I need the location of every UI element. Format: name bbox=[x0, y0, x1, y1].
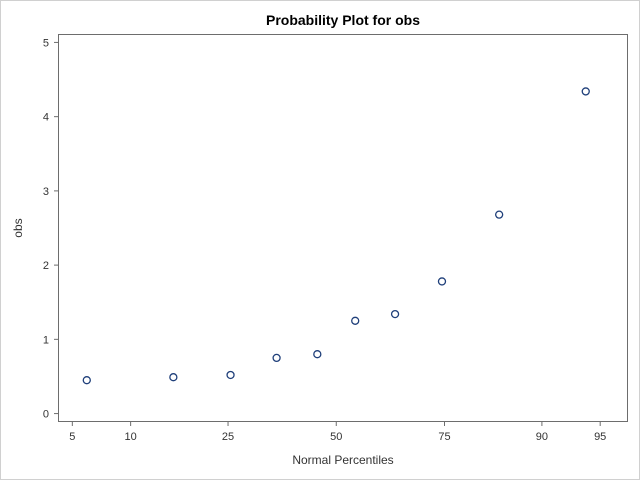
x-tick-label: 50 bbox=[330, 431, 342, 443]
x-tick-label: 10 bbox=[125, 431, 137, 443]
y-tick-label: 0 bbox=[43, 409, 49, 421]
data-point bbox=[495, 210, 504, 219]
x-tick-label: 5 bbox=[69, 431, 75, 443]
x-tick-label: 95 bbox=[594, 431, 606, 443]
data-point bbox=[581, 87, 590, 96]
data-point bbox=[313, 350, 322, 359]
x-tick-label: 90 bbox=[536, 431, 548, 443]
x-axis-title: Normal Percentiles bbox=[292, 453, 393, 467]
data-point bbox=[390, 309, 400, 319]
y-tick-label: 5 bbox=[43, 37, 49, 49]
data-point bbox=[169, 373, 178, 382]
y-tick-label: 4 bbox=[43, 112, 49, 124]
chart-title: Probability Plot for obs bbox=[266, 12, 420, 28]
data-point bbox=[437, 277, 447, 286]
y-axis-title: obs bbox=[11, 218, 25, 237]
data-point bbox=[226, 370, 235, 380]
data-points bbox=[82, 87, 590, 385]
y-tick-label: 1 bbox=[43, 334, 49, 346]
x-axis: 5 10 25 50 75 90 95 bbox=[69, 421, 606, 443]
x-tick-label: 75 bbox=[438, 431, 450, 443]
data-point bbox=[82, 376, 91, 385]
plot-frame bbox=[58, 34, 628, 422]
y-axis: 0 1 2 3 4 5 bbox=[43, 37, 59, 421]
data-point bbox=[272, 353, 281, 363]
x-tick-label: 25 bbox=[222, 431, 234, 443]
data-point bbox=[351, 316, 360, 325]
y-tick-label: 3 bbox=[43, 186, 49, 198]
y-tick-label: 2 bbox=[43, 260, 49, 272]
